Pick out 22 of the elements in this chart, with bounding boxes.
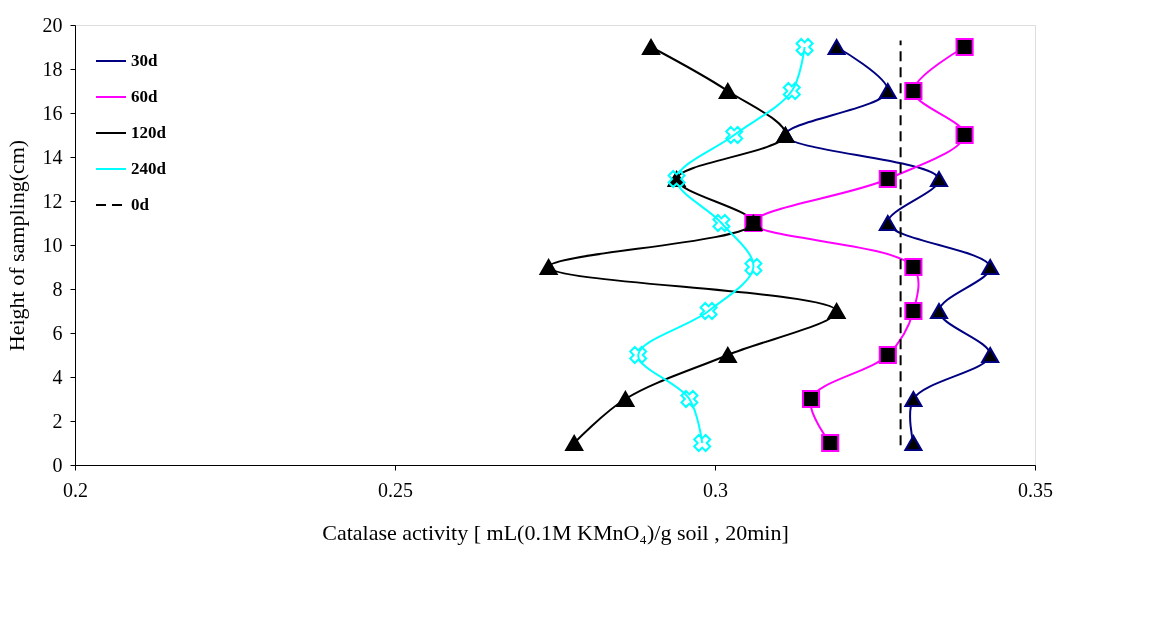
x-axis-title: Catalase activity [ mL(0.1M KMnO₄)/g soil , 20min] xyxy=(322,519,789,545)
x-tick-label: 0.3 xyxy=(703,478,728,501)
x-tick-label: 0.25 xyxy=(378,478,413,501)
y-tick-label: 4 xyxy=(52,365,63,388)
legend-label: 60d xyxy=(131,87,158,106)
legend-label: 240d xyxy=(131,159,167,178)
y-tick-label: 8 xyxy=(52,277,63,300)
y-tick-label: 12 xyxy=(42,189,63,212)
y-tick-label: 20 xyxy=(42,13,63,36)
y-tick-label: 14 xyxy=(42,145,63,168)
y-tick-label: 6 xyxy=(52,321,63,344)
x-tick-label: 0.2 xyxy=(63,478,88,501)
x-tick-label: 0.35 xyxy=(1018,478,1053,501)
y-tick-label: 10 xyxy=(42,233,63,256)
legend-label: 0d xyxy=(131,195,150,214)
legend-label: 120d xyxy=(131,123,167,142)
y-tick-label: 16 xyxy=(42,101,63,124)
legend-label: 30d xyxy=(131,51,158,70)
y-tick-label: 0 xyxy=(52,453,63,476)
y-tick-label: 18 xyxy=(42,57,63,80)
y-axis-title: Height of sampling(cm) xyxy=(3,139,29,352)
y-tick-label: 2 xyxy=(52,409,63,432)
